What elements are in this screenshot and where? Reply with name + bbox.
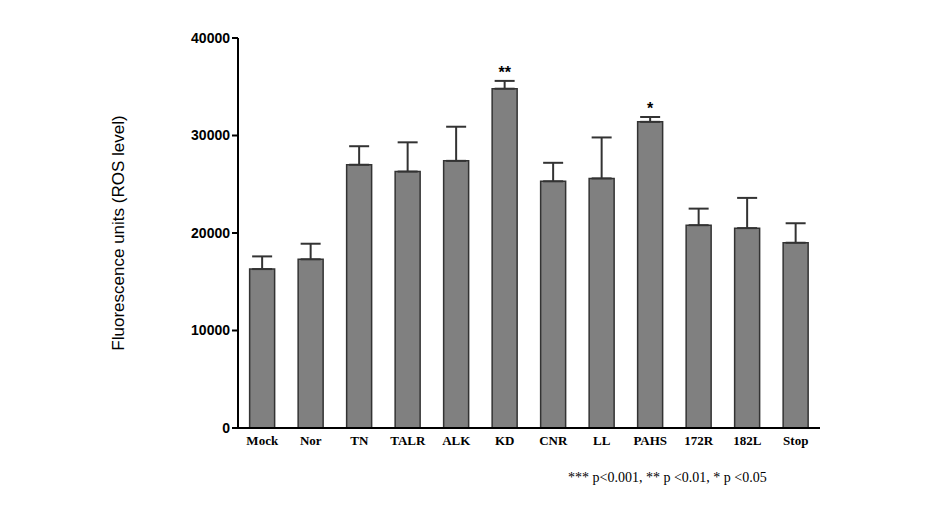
svg-text:30000: 30000 bbox=[191, 127, 230, 143]
svg-text:182L: 182L bbox=[733, 433, 762, 448]
svg-text:ALK: ALK bbox=[442, 433, 471, 448]
svg-text:PAHS: PAHS bbox=[633, 433, 667, 448]
html-text:*** p<0.001, ** p <0.01, * p <: *** p<0.001, ** p <0.01, * p <0.05 bbox=[568, 470, 767, 485]
svg-text:Mock: Mock bbox=[246, 433, 279, 448]
svg-text:Nor: Nor bbox=[300, 433, 322, 448]
svg-text:TALR: TALR bbox=[390, 433, 426, 448]
svg-text:40000: 40000 bbox=[191, 30, 230, 46]
svg-text:**: ** bbox=[498, 64, 511, 81]
svg-text:CNR: CNR bbox=[539, 433, 568, 448]
svg-text:20000: 20000 bbox=[191, 225, 230, 241]
svg-text:0: 0 bbox=[222, 420, 230, 436]
svg-text:KD: KD bbox=[495, 433, 515, 448]
svg-text:LL: LL bbox=[593, 433, 611, 448]
svg-text:*: * bbox=[647, 100, 654, 117]
svg-text:TN: TN bbox=[350, 433, 369, 448]
svg-text:172R: 172R bbox=[684, 433, 714, 448]
svg-text:Fluorescence units (ROS level): Fluorescence units (ROS level) bbox=[109, 115, 128, 350]
svg-text:10000: 10000 bbox=[191, 322, 230, 338]
svg-text:Stop: Stop bbox=[783, 433, 808, 448]
